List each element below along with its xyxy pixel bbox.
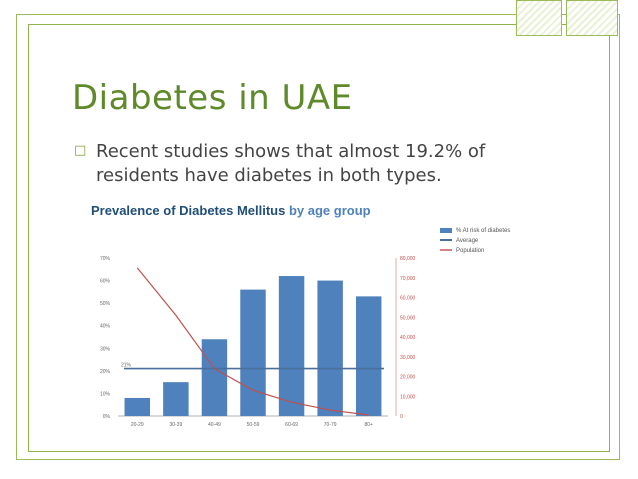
slide-inner-frame — [28, 24, 610, 452]
decorative-tab — [566, 0, 618, 36]
legend-label: Average — [456, 238, 479, 244]
y-right-tick-label: 50,000 — [400, 315, 416, 321]
average-label: 21% — [121, 363, 132, 369]
x-tick-label: 50-59 — [247, 422, 260, 428]
legend-swatch-bars — [440, 228, 452, 233]
y-left-tick-label: 0% — [103, 414, 111, 420]
slide-outer-frame — [16, 14, 620, 460]
y-right-tick-label: 70,000 — [400, 276, 416, 282]
bar — [355, 296, 382, 416]
bullet-point: □ Recent studies shows that almost 19.2%… — [72, 140, 542, 188]
x-tick-label: 70-79 — [324, 422, 337, 428]
bar — [124, 397, 151, 416]
x-tick-label: 30-39 — [169, 422, 182, 428]
y-left-tick-label: 30% — [100, 346, 111, 352]
bar — [278, 276, 305, 416]
y-right-tick-label: 60,000 — [400, 296, 416, 302]
y-left-tick-label: 60% — [100, 279, 111, 285]
bar — [201, 339, 228, 416]
y-right-tick-label: 30,000 — [400, 355, 416, 361]
x-tick-label: 60-69 — [285, 422, 298, 428]
y-right-tick-label: 80,000 — [400, 256, 416, 262]
x-tick-label: 20-29 — [131, 422, 144, 428]
chart-title-bold: Prevalence of Diabetes Mellitus — [91, 203, 285, 218]
chart-title: Prevalence of Diabetes Mellitus by age g… — [91, 203, 371, 218]
legend-label: Population — [456, 248, 484, 254]
bar — [163, 382, 189, 416]
y-left-tick-label: 40% — [100, 324, 111, 330]
y-left-tick-label: 20% — [100, 369, 111, 375]
slide-title: Diabetes in UAE — [72, 78, 353, 118]
y-left-tick-label: 10% — [100, 391, 111, 397]
x-tick-label: 80+ — [364, 422, 373, 428]
y-right-tick-label: 40,000 — [400, 335, 416, 341]
y-right-tick-label: 10,000 — [400, 394, 416, 400]
y-left-tick-label: 50% — [100, 301, 111, 307]
x-tick-label: 40-49 — [208, 422, 221, 428]
bullet-text: Recent studies shows that almost 19.2% o… — [96, 141, 486, 186]
y-left-tick-label: 70% — [100, 256, 111, 262]
decorative-tab — [516, 0, 562, 36]
population-line — [136, 267, 369, 416]
bar — [240, 289, 266, 416]
bar — [317, 280, 343, 416]
y-right-tick-label: 20,000 — [400, 375, 416, 381]
legend-label: % At risk of diabetes — [456, 228, 510, 234]
y-right-tick-label: 0 — [400, 414, 403, 420]
box-bullet-icon: □ — [74, 143, 87, 158]
diabetes-prevalence-chart: Prevalence of Diabetes Mellitus by age g… — [91, 203, 510, 428]
chart-title-rest: by age group — [285, 203, 370, 218]
